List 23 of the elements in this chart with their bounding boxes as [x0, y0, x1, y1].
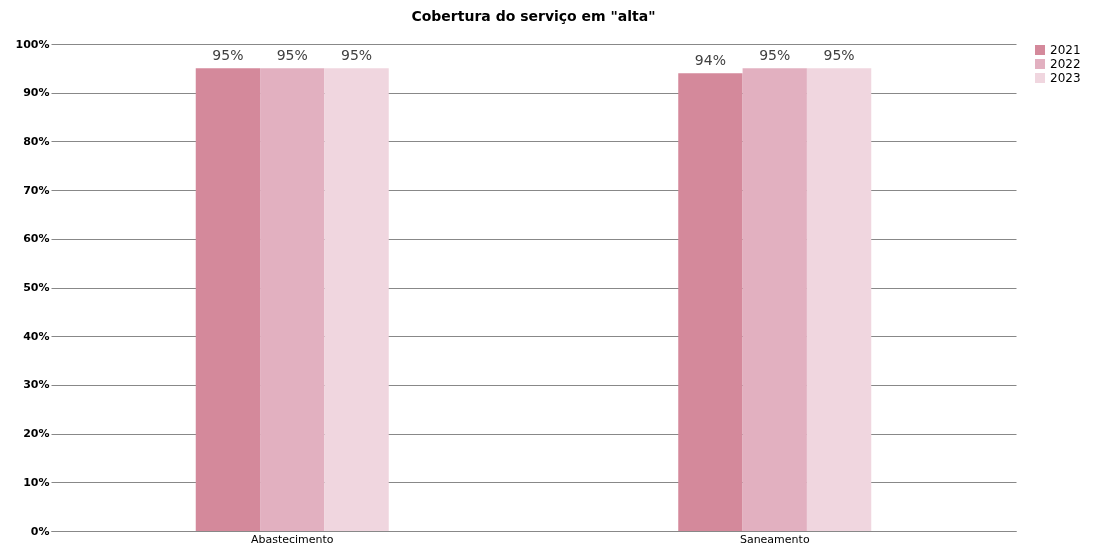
- y-tick-label: 90%: [23, 86, 50, 100]
- data-label: 94%: [694, 52, 726, 69]
- data-label: 95%: [276, 47, 308, 64]
- y-tick-label: 70%: [23, 183, 50, 197]
- legend-label: 2021: [1050, 43, 1081, 57]
- data-label: 95%: [823, 47, 855, 64]
- data-label: 95%: [341, 47, 373, 64]
- y-tick-label: 30%: [23, 378, 50, 392]
- data-label: 95%: [759, 47, 791, 64]
- legend-label: 2022: [1050, 57, 1081, 71]
- data-label: 95%: [212, 47, 244, 64]
- legend-label: 2023: [1050, 71, 1081, 85]
- y-tick-label: 10%: [23, 475, 50, 489]
- y-tick-label: 100%: [15, 37, 50, 51]
- y-tick-label: 60%: [23, 232, 50, 246]
- y-tick-label: 20%: [23, 427, 50, 441]
- chart-title: Cobertura do serviço em "alta": [411, 8, 656, 24]
- x-tick-label: Saneamento: [739, 532, 810, 546]
- y-tick-label: 80%: [23, 134, 50, 148]
- x-tick-label: Abastecimento: [250, 532, 334, 546]
- y-tick-label: 40%: [23, 329, 50, 343]
- y-tick-label: 50%: [23, 281, 50, 294]
- y-tick-label: 0%: [30, 524, 50, 538]
